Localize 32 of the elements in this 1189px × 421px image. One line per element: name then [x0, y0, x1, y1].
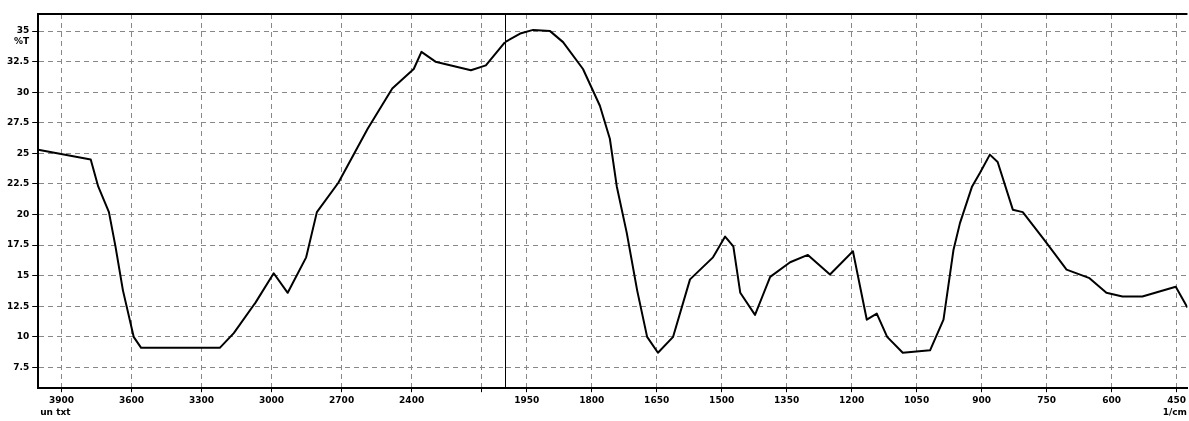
y-axis-title: %T: [14, 36, 31, 47]
y-tick-label: 12.5: [6, 300, 30, 311]
y-tick-label: 7.5: [13, 361, 30, 372]
x-tick-label: 750: [1037, 394, 1057, 405]
x-tick-label: 1650: [644, 394, 670, 405]
x-tick-label: 1950: [514, 394, 540, 405]
y-tick-label: 30: [16, 86, 30, 97]
x-tick-label: 2700: [329, 394, 355, 405]
x-tick-label: 450: [1167, 394, 1187, 405]
x-tick-label: 3900: [49, 394, 75, 405]
y-tick-label: 22.5: [6, 178, 30, 189]
y-tick-label: 32.5: [6, 56, 30, 67]
y-tick-label: 20: [16, 208, 30, 219]
y-tick-label: 15: [16, 270, 30, 281]
x-tick-label: 1200: [839, 394, 865, 405]
y-tick-label: 17.5: [6, 239, 30, 250]
x-tick-label: 2400: [399, 394, 425, 405]
x-tick-label: 600: [1102, 394, 1122, 405]
x-tick-label: 3600: [119, 394, 145, 405]
x-tick-label: 1050: [904, 394, 930, 405]
y-tick-label: 25: [16, 147, 30, 158]
y-tick-label: 35: [16, 25, 30, 36]
x-tick-label: 1350: [774, 394, 800, 405]
x-axis-title: 1/cm: [1162, 406, 1187, 417]
x-tick-label: 900: [972, 394, 992, 405]
x-tick-label: 3000: [259, 394, 285, 405]
y-tick-label: 10: [16, 331, 30, 342]
x-tick-label: 3300: [189, 394, 215, 405]
text: un txt: [40, 406, 72, 417]
x-tick-label: 1800: [579, 394, 605, 405]
y-tick-label: 27.5: [6, 117, 30, 128]
x-tick-label: 1500: [709, 394, 735, 405]
